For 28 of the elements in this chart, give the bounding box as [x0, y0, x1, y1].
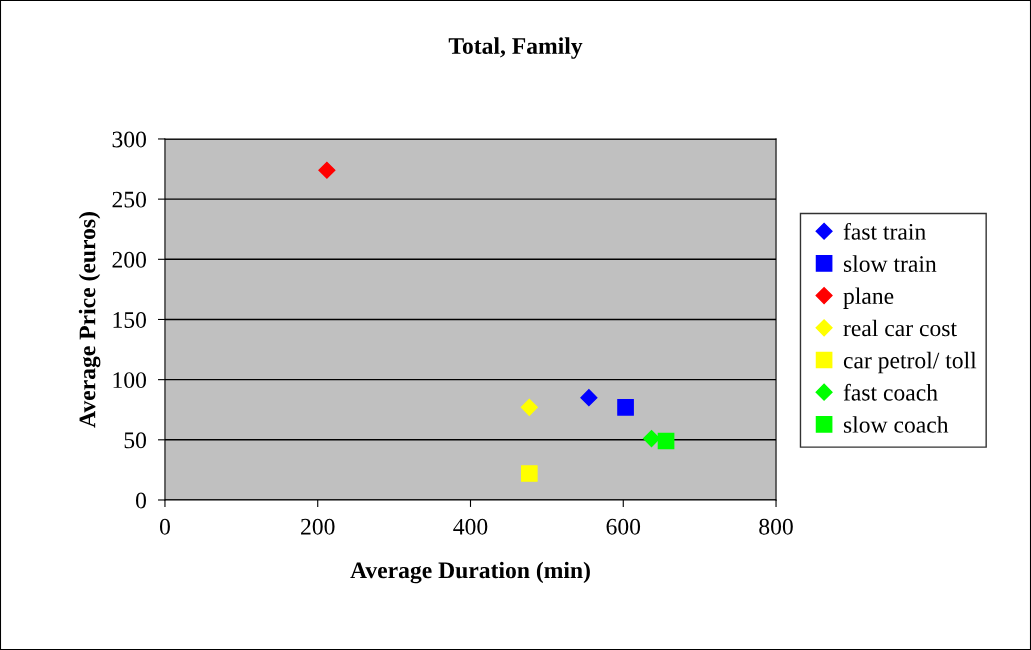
- y-tick-label: 200: [112, 251, 146, 268]
- y-tick-label: 50: [124, 432, 146, 449]
- legend-label: car petrol/ toll: [843, 351, 977, 374]
- x-tick-label: 0: [159, 518, 170, 535]
- point: [520, 465, 538, 482]
- y-axis-title: Average Price (euros): [78, 212, 101, 428]
- chart-title: Total, Family: [448, 37, 583, 59]
- x-axis-title: Average Duration (min): [350, 561, 590, 584]
- y-tick-label: 300: [112, 131, 146, 148]
- legend-label: plane: [843, 287, 894, 309]
- point: [318, 161, 336, 179]
- point: [520, 398, 538, 416]
- x-tick-label: 600: [606, 518, 641, 535]
- legend-label: fast coach: [843, 383, 938, 401]
- legend-label: fast train: [843, 222, 926, 240]
- legend-label: slow train: [843, 255, 937, 272]
- legend-label: real car cost: [843, 319, 957, 337]
- y-tick-label: 0: [136, 492, 146, 509]
- y-tick-label: 100: [113, 372, 146, 389]
- y-tick-label: 250: [112, 191, 146, 208]
- x-tick-label: 200: [301, 518, 335, 535]
- point: [617, 398, 634, 416]
- y-tick-label: 150: [113, 311, 146, 328]
- legend-label: slow coach: [843, 416, 949, 433]
- x-tick-label: 400: [453, 518, 488, 535]
- point: [580, 389, 598, 407]
- point: [657, 432, 675, 450]
- x-tick-label: 800: [759, 518, 793, 535]
